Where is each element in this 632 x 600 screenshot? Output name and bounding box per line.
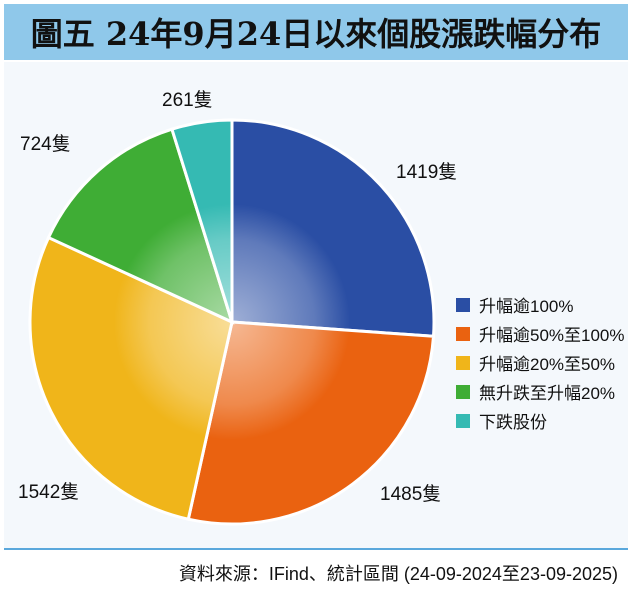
- pie-chart: 1419隻 1485隻 1542隻 724隻 261隻: [18, 89, 457, 526]
- title-bar: 圖五 24年9月24日以來個股漲跌幅分布: [4, 4, 628, 60]
- source-bar: 資料來源：IFind、統計區間 (24-09-2024至23-09-2025): [4, 550, 628, 596]
- legend-swatch: [456, 297, 470, 312]
- legend-swatch: [456, 413, 470, 428]
- slice-label-3: 1542隻: [18, 481, 79, 503]
- chart-title: 圖五 24年9月24日以來個股漲跌幅分布: [30, 15, 602, 53]
- slice-label-4: 724隻: [20, 133, 71, 155]
- legend-label: 升幅逾50%至100%: [479, 326, 625, 345]
- chart-panel: 1419隻 1485隻 1542隻 724隻 261隻 升幅逾100% 升幅逾50%至10…: [4, 62, 628, 550]
- source-note: 資料來源：IFind、統計區間 (24-09-2024至23-09-2025): [178, 564, 618, 584]
- legend-swatch: [456, 384, 470, 399]
- slice-label-1: 1419隻: [396, 161, 457, 183]
- legend-item-3: 升幅逾20%至50%: [456, 348, 631, 377]
- center-highlight: [114, 204, 350, 440]
- legend-label: 升幅逾100%: [479, 297, 574, 316]
- legend-label: 升幅逾20%至50%: [479, 355, 616, 374]
- legend-swatch: [456, 326, 470, 341]
- slice-label-5: 261隻: [162, 89, 213, 111]
- slice-labels: 1419隻 1485隻 1542隻 724隻 261隻: [18, 89, 457, 505]
- slice-label-2: 1485隻: [380, 483, 441, 505]
- legend-label: 無升跌至升幅20%: [479, 384, 616, 403]
- legend-label: 下跌股份: [479, 413, 547, 432]
- legend-swatch: [456, 355, 470, 370]
- legend-item-4: 無升跌至升幅20%: [456, 377, 631, 406]
- legend: 升幅逾100% 升幅逾50%至100% 升幅逾20%至50% 無升跌至升幅20% 下跌股…: [456, 290, 631, 435]
- legend-item-2: 升幅逾50%至100%: [456, 319, 631, 348]
- legend-item-1: 升幅逾100%: [456, 290, 631, 319]
- legend-item-5: 下跌股份: [456, 406, 631, 435]
